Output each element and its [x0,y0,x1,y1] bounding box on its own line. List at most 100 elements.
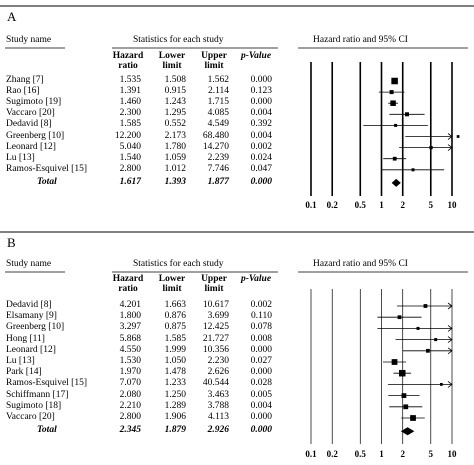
stats-header: Statistics for each study [133,259,224,269]
study-name: Greenberg [10] [6,130,65,141]
study-upper-value: 2.239 [207,152,229,163]
study-hr-value: 2.800 [119,163,141,174]
study-p-value: 0.392 [250,119,272,130]
hazard-ratio-marker [411,168,415,172]
study-upper-value: 4.113 [207,412,229,422]
study-name: Vaccaro [20] [6,412,55,422]
study-name: Leonard [12] [6,344,56,355]
p-value-header: p-Value [240,274,272,284]
study-lower-value: 1.478 [164,367,186,378]
study-name: Rao [16] [6,86,40,97]
total-label: Total [37,176,57,187]
ci-arrow [447,347,453,355]
panel-label: A [7,9,17,24]
x-tick-label: 0.2 [326,200,338,210]
hazard-ratio-marker [399,369,406,377]
hazard-ratio-marker [397,315,402,320]
study-p-value: 0.005 [250,389,272,400]
ci-arrow [447,325,453,332]
hazard-ratio-header: Hazard ratio [112,274,144,294]
x-tick-label: 1 [379,200,384,210]
hazard-ratio-marker [429,145,433,150]
hazard-ratio-marker [440,383,443,386]
panel-b: B Study name Statistics for each study Haza… [0,231,474,465]
study-upper-value: 68.480 [202,130,229,141]
study-p-value: 0.004 [250,400,272,411]
study-lower-value: 2.173 [164,130,186,141]
lower-limit-header: Lower limit [158,51,186,71]
x-tick-label: 0.5 [354,449,366,459]
forest-plot-svg [0,231,474,444]
study-hr-value: 7.070 [119,378,141,389]
total-upper-value: 1.877 [207,176,229,187]
study-hr-value: 2.800 [119,412,141,422]
total-hr-value: 1.617 [119,176,141,187]
study-upper-value: 3.788 [207,400,229,411]
study-upper-value: 21.727 [202,333,229,344]
study-p-value: 0.004 [250,108,272,119]
study-p-value: 0.000 [250,97,272,108]
stats-header: Statistics for each study [133,35,224,45]
study-hr-value: 5.868 [119,333,141,344]
study-name: Ramos-Esquivel [15] [6,378,88,389]
study-p-value: 0.110 [250,311,272,322]
study-name: Schiffmann [17] [6,389,69,400]
study-hr-value: 3.297 [119,322,141,333]
x-tick-label: 5 [428,200,434,210]
study-lower-value: 1.289 [164,400,186,411]
study-name: Park [14] [6,367,42,378]
study-lower-value: 1.233 [164,378,186,389]
total-lower-value: 1.879 [164,425,186,436]
study-p-value: 0.002 [250,300,272,310]
study-name: Greenberg [10] [6,322,65,333]
forest-plot-svg [0,5,474,196]
study-upper-value: 10.617 [202,300,229,310]
study-hr-value: 2.300 [119,108,141,119]
study-lower-value: 1.250 [164,389,186,400]
study-p-value: 0.004 [250,130,272,141]
x-tick-label: 0.2 [326,449,338,459]
study-p-value: 0.000 [250,367,272,378]
hazard-ratio-header: Hazard ratio [112,51,144,71]
x-tick-label: 0.1 [305,200,317,210]
study-name-header: Study name [6,35,52,45]
x-tick-label: 0.1 [305,449,317,459]
hazard-ratio-marker [391,77,398,85]
total-p-value: 0.000 [250,425,272,436]
study-upper-value: 2.230 [207,356,229,366]
hazard-ratio-marker [389,90,394,95]
study-upper-value: 4.085 [207,108,229,119]
total-upper-value: 2.926 [207,425,229,436]
pooled-diamond [400,427,415,436]
hazard-ratio-marker [401,393,407,398]
study-lower-value: 1.999 [164,344,186,355]
plot-header: Hazard ratio and 95% CI [313,35,408,45]
study-upper-value: 3.463 [207,389,229,400]
study-lower-value: 1.295 [164,108,186,119]
x-tick-label: 10 [447,449,457,459]
hazard-ratio-marker [392,156,397,161]
study-hr-value: 1.530 [119,356,141,366]
study-name-header: Study name [6,259,52,269]
study-hr-value: 1.970 [119,367,141,378]
study-lower-value: 1.585 [164,333,186,344]
total-lower-value: 1.393 [164,176,186,187]
study-upper-value: 10.356 [202,344,229,355]
lower-limit-header: Lower limit [158,274,186,294]
study-name: Sugimoto [19] [6,97,62,108]
upper-limit-header: Upper limit [201,51,227,71]
ci-arrow [447,144,453,151]
hazard-ratio-marker [394,123,398,127]
study-lower-value: 1.243 [164,97,186,108]
total-label: Total [37,425,57,436]
ci-arrow [447,302,453,310]
study-upper-value: 2.626 [207,367,229,378]
study-hr-value: 4.201 [119,300,141,310]
study-lower-value: 1.050 [164,356,186,366]
study-p-value: 0.000 [250,75,272,85]
study-hr-value: 2.080 [119,389,141,400]
study-name: Dedavid [8] [6,300,52,310]
study-hr-value: 12.200 [114,130,141,141]
ci-arrow [447,336,453,343]
ci-arrow [447,381,453,388]
